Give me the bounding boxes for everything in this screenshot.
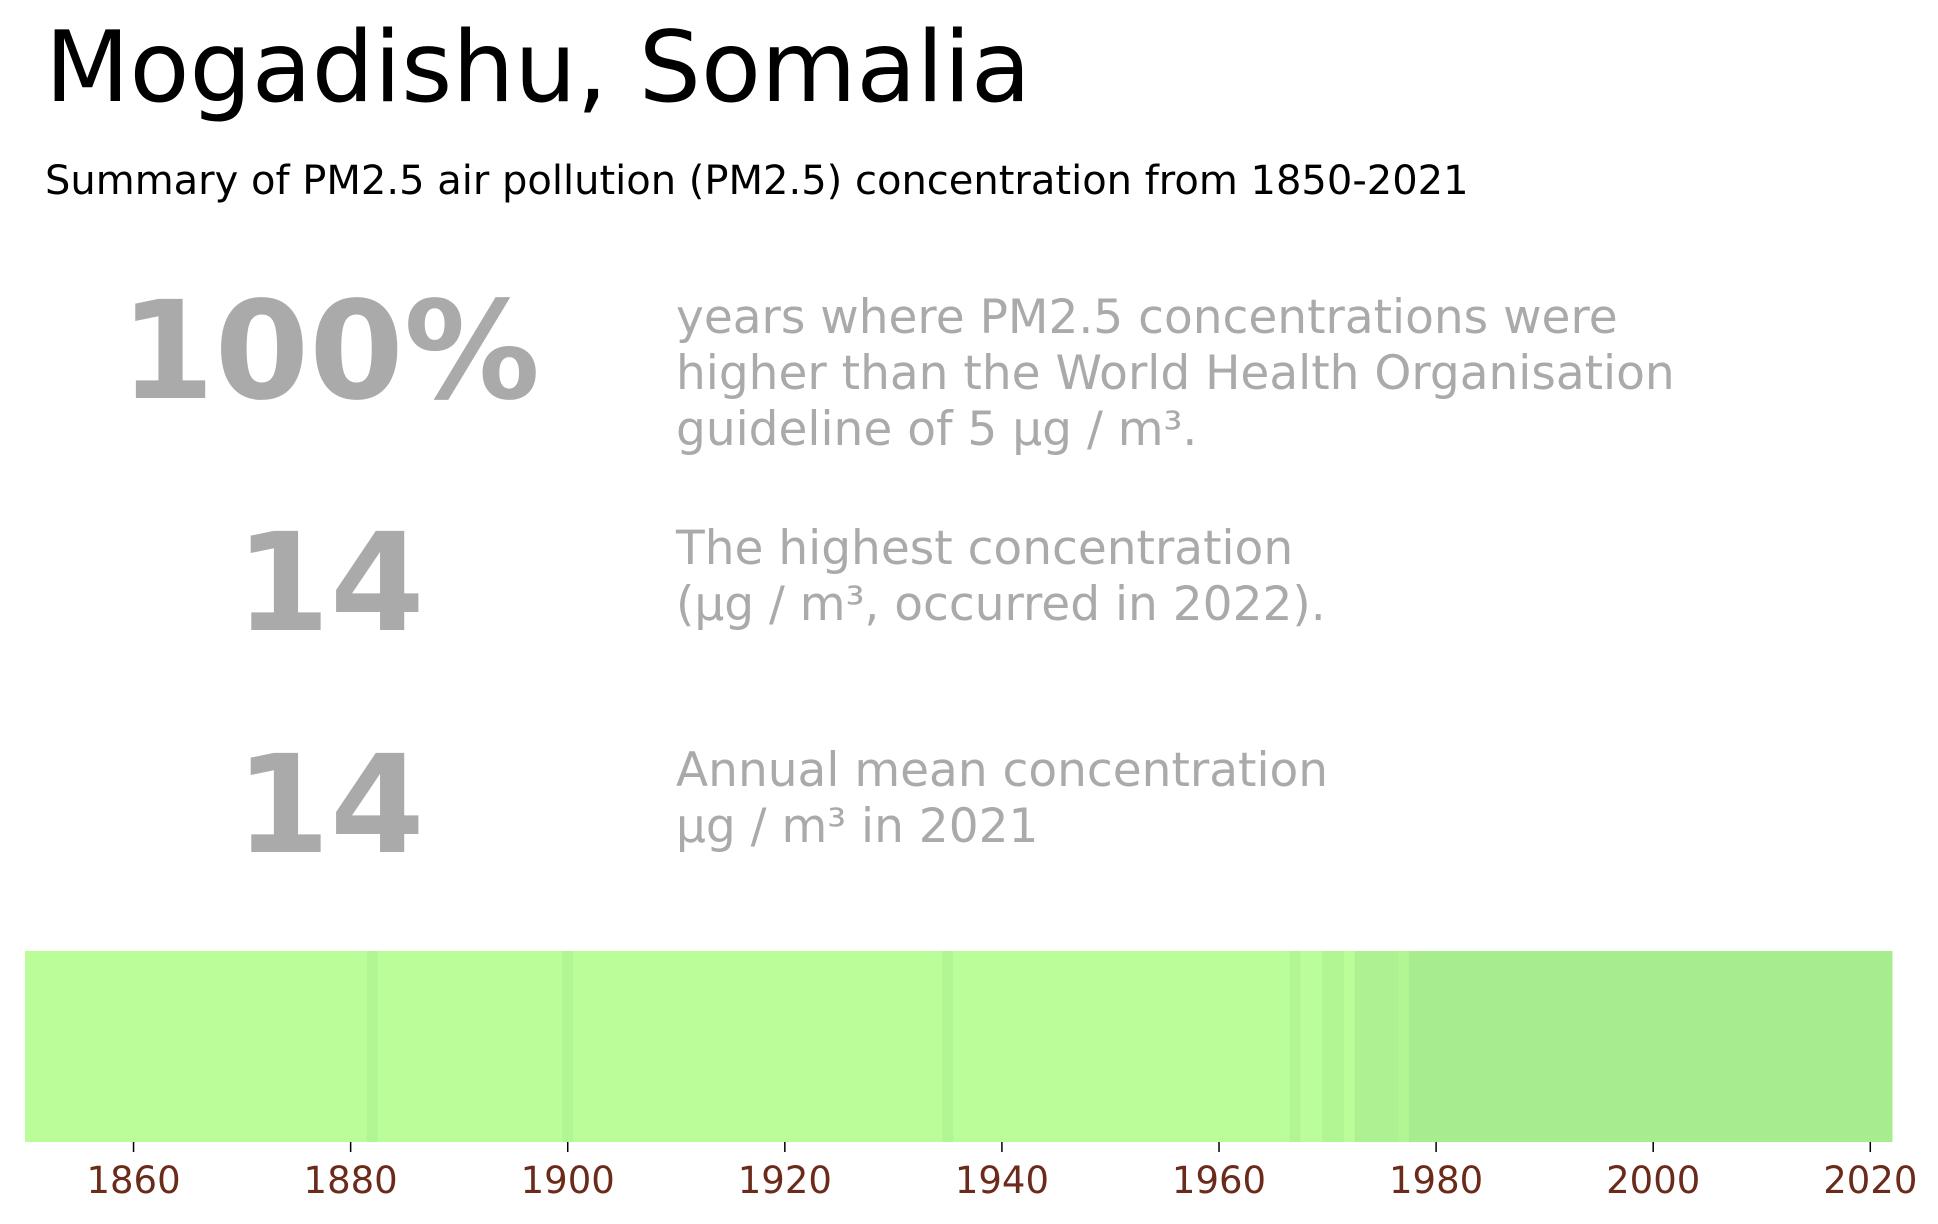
stripe-6	[953, 951, 1291, 1142]
x-tick-label: 1980	[1389, 1159, 1483, 1202]
stat-desc-highest: The highest concentration (µg / m³, occu…	[676, 521, 1326, 633]
x-tick-label: 1880	[304, 1159, 398, 1202]
x-axis: 1860 1880 1900 1920 1940 1960 1980 2000 2020	[86, 1142, 1917, 1202]
stripe-12	[1398, 951, 1410, 1142]
stat-desc-annual-mean: Annual mean concentration µg / m³ in 202…	[676, 743, 1328, 855]
stat-desc-line: years where PM2.5 concentrations were	[676, 290, 1618, 345]
stripe-8	[1300, 951, 1323, 1142]
x-tick-label: 1860	[86, 1159, 180, 1202]
stat-desc-line: The highest concentration	[676, 521, 1294, 576]
x-tick-label: 2020	[1823, 1159, 1917, 1202]
stripe-0	[25, 951, 368, 1142]
stripe-4	[573, 951, 943, 1142]
stat-desc-exceed: years where PM2.5 concentrations were hi…	[676, 290, 1675, 458]
stat-value-highest: 14	[235, 505, 425, 663]
page-subtitle: Summary of PM2.5 air pollution (PM2.5) c…	[45, 158, 1469, 204]
stripe-9	[1322, 951, 1345, 1142]
stripe-13	[1408, 951, 1893, 1142]
page-title: Mogadishu, Somalia	[45, 11, 1031, 125]
stat-desc-line: µg / m³ in 2021	[676, 799, 1039, 854]
stat-desc-line: higher than the World Health Organisatio…	[676, 346, 1675, 401]
stat-value-annual-mean: 14	[235, 727, 425, 885]
stripe-2	[377, 951, 563, 1142]
stat-desc-line: Annual mean concentration	[676, 743, 1329, 798]
stat-desc-line: (µg / m³, occurred in 2022).	[676, 577, 1326, 632]
stripe-11	[1354, 951, 1399, 1142]
stripe-3	[562, 951, 574, 1142]
stripes-layer	[25, 951, 1893, 1142]
stripe-5	[942, 951, 954, 1142]
x-tick-label: 2000	[1606, 1159, 1700, 1202]
x-tick-label: 1940	[955, 1159, 1049, 1202]
x-tick-label: 1900	[521, 1159, 615, 1202]
x-tick-label: 1920	[738, 1159, 832, 1202]
stat-desc-line: guideline of 5 µg / m³.	[676, 402, 1198, 457]
x-tick-label: 1960	[1172, 1159, 1266, 1202]
stripe-10	[1343, 951, 1356, 1142]
stat-value-exceed-percent: 100%	[119, 273, 541, 431]
stripe-7	[1289, 951, 1301, 1142]
stripe-1	[366, 951, 379, 1142]
